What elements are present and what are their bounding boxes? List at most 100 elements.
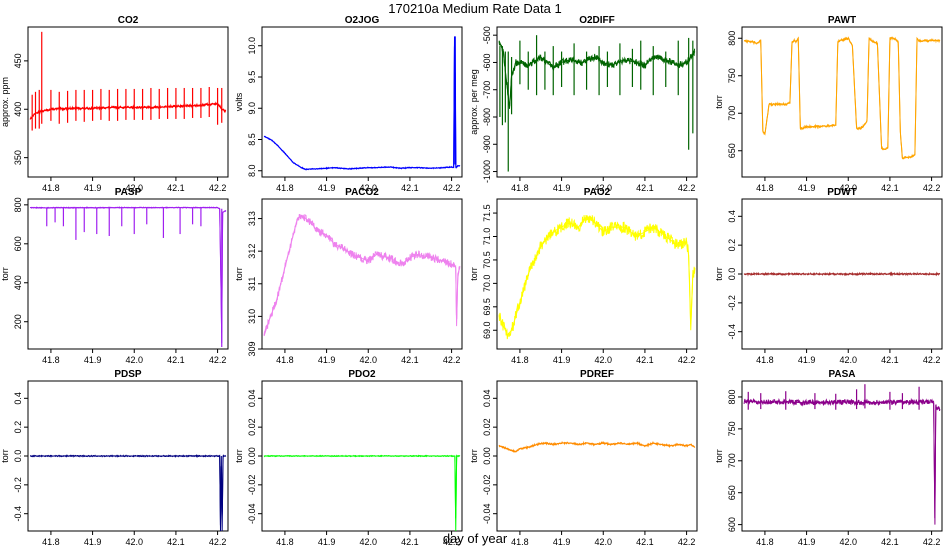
x-tick-label: 41.9: [553, 537, 571, 547]
y-tick-label: -500: [482, 26, 492, 44]
series-group-pdo2: [263, 454, 461, 531]
y-tick-label: -900: [482, 135, 492, 153]
y-tick-label: 10.0: [247, 37, 257, 55]
panel-title-pdo2: PDO2: [348, 369, 376, 380]
page-title: 170210a Medium Rate Data 1: [388, 1, 561, 16]
panel-o2diff: O2DIFF 41.8 41.9 42.0 42.1 42.2 -1000 -900 -800 -…: [469, 15, 698, 193]
y-tick-label: 800: [727, 31, 737, 46]
x-tick-label: 42.0: [839, 537, 857, 547]
y-tick-label: 400: [13, 275, 23, 290]
x-tick-label: 41.8: [276, 183, 294, 193]
series-line-pawt: [743, 36, 941, 160]
x-axis-label: day of year: [443, 531, 508, 546]
y-axis-label-pdref: torr: [469, 449, 479, 463]
panel-pasa: PASA 41.8 41.9 42.0 42.1 42.2 600 650 700 750 800 t…: [714, 369, 943, 547]
series-trace-pasp: [30, 207, 227, 344]
x-tick-label: 41.8: [42, 355, 60, 365]
plot-frame-pawt: [741, 26, 943, 178]
series-line-pao2: [498, 214, 696, 340]
y-tick-label: 71.5: [482, 204, 492, 222]
series-group-pao2: [498, 214, 696, 340]
y-tick-label: 450: [13, 53, 23, 68]
y-tick-label: 700: [727, 453, 737, 468]
y-tick-label: -0.4: [727, 324, 737, 340]
x-tick-label: 42.2: [443, 537, 461, 547]
y-tick-label: 9.5: [247, 71, 257, 84]
x-tick-label: 42.1: [401, 355, 419, 365]
plot-frame-o2jog: [261, 26, 463, 178]
y-tick-label: 0.4: [727, 210, 737, 223]
panel-title-o2jog: O2JOG: [345, 15, 380, 26]
y-tick-label: 0.0: [727, 268, 737, 281]
panel-title-o2diff: O2DIFF: [579, 15, 615, 26]
y-tick-label: 70.5: [482, 251, 492, 269]
panel-title-pawt: PAWT: [828, 15, 856, 26]
panel-pdo2: PDO2 41.8 41.9 42.0 42.1 42.2 -0.04 -0.02 0.00 0.…: [234, 369, 463, 547]
y-axis-label-o2jog: volts: [234, 92, 244, 111]
y-tick-label: 313: [247, 211, 257, 226]
x-tick-label: 41.8: [756, 355, 774, 365]
y-tick-label: 0.04: [482, 390, 492, 408]
series-group-pdref: [498, 440, 696, 453]
panel-pdwt: PDWT 41.8 41.9 42.0 42.1 42.2 -0.4 -0.2 0.0 0.2 0.…: [714, 187, 943, 365]
x-tick-label: 41.8: [276, 355, 294, 365]
panel-title-pasp: PASP: [115, 187, 142, 198]
x-tick-label: 41.8: [511, 355, 529, 365]
x-tick-label: 41.8: [511, 183, 529, 193]
x-tick-label: 42.2: [678, 183, 696, 193]
x-tick-label: 42.0: [125, 355, 143, 365]
plot-frame-pdref: [496, 380, 698, 532]
y-tick-label: 69.5: [482, 298, 492, 316]
y-tick-label: -1000: [482, 160, 492, 183]
x-tick-label: 41.9: [553, 355, 571, 365]
y-tick-label: -0.02: [482, 475, 492, 496]
x-tick-label: 42.0: [594, 355, 612, 365]
y-tick-label: 200: [13, 314, 23, 329]
y-tick-label: 8.0: [247, 164, 257, 177]
panel-pdsp: PDSP 41.8 41.9 42.0 42.1 42.2 -0.4 -0.2 0.0 0.2 0.…: [0, 369, 229, 547]
y-tick-label: -600: [482, 53, 492, 71]
series-trace-pdo2: [264, 455, 460, 531]
x-tick-label: 42.2: [923, 537, 941, 547]
panel-paco2: PACO2 41.8 41.9 42.0 42.1 42.2 309 310 311 312 313…: [234, 187, 463, 365]
x-tick-label: 41.8: [511, 537, 529, 547]
y-tick-label: 311: [247, 277, 257, 291]
x-tick-label: 42.2: [209, 183, 227, 193]
y-axis-label-pasp: torr: [0, 267, 10, 281]
plot-frame-pao2: [496, 198, 698, 350]
y-tick-label: 0.04: [247, 390, 257, 408]
y-tick-label: 0.4: [13, 392, 23, 405]
x-tick-label: 42.1: [881, 355, 899, 365]
y-tick-label: 0.02: [482, 418, 492, 436]
y-tick-label: 650: [727, 143, 737, 158]
y-tick-label: 750: [727, 68, 737, 83]
x-tick-label: 42.1: [881, 537, 899, 547]
x-tick-label: 42.0: [839, 183, 857, 193]
x-tick-label: 41.9: [84, 183, 102, 193]
y-tick-label: 350: [13, 150, 23, 165]
y-tick-label: -700: [482, 81, 492, 99]
panel-pdref: PDREF 41.8 41.9 42.0 42.1 42.2 -0.04 -0.02 0.00 0…: [469, 369, 698, 547]
y-tick-label: 312: [247, 244, 257, 259]
x-tick-label: 42.2: [923, 355, 941, 365]
y-axis-label-o2diff: approx. per meg: [469, 69, 479, 135]
series-line-pasp: [30, 206, 227, 333]
y-tick-label: 0.02: [247, 418, 257, 436]
x-tick-label: 41.9: [318, 183, 336, 193]
plot-frame-paco2: [261, 198, 463, 350]
plot-frame-pasp: [27, 198, 229, 350]
x-tick-label: 42.1: [636, 183, 654, 193]
x-tick-label: 42.0: [359, 355, 377, 365]
y-tick-label: 0.2: [727, 239, 737, 252]
y-tick-label: 600: [13, 236, 23, 251]
x-tick-label: 42.2: [209, 355, 227, 365]
x-tick-label: 41.9: [798, 537, 816, 547]
panel-pawt: PAWT 41.8 41.9 42.0 42.1 42.2 650 700 750 800 torr: [714, 15, 943, 193]
panel-co2: CO2 41.8 41.9 42.0 42.1 42.2 350 400 450approx. …: [0, 15, 229, 193]
panel-pao2: PAO2 41.8 41.9 42.0 42.1 42.2 69.0 69.5 70.0 70.5…: [469, 187, 698, 365]
series-line-o2jog: [263, 46, 461, 171]
y-tick-label: 700: [727, 106, 737, 121]
x-tick-label: 41.9: [798, 355, 816, 365]
x-tick-label: 41.9: [318, 537, 336, 547]
